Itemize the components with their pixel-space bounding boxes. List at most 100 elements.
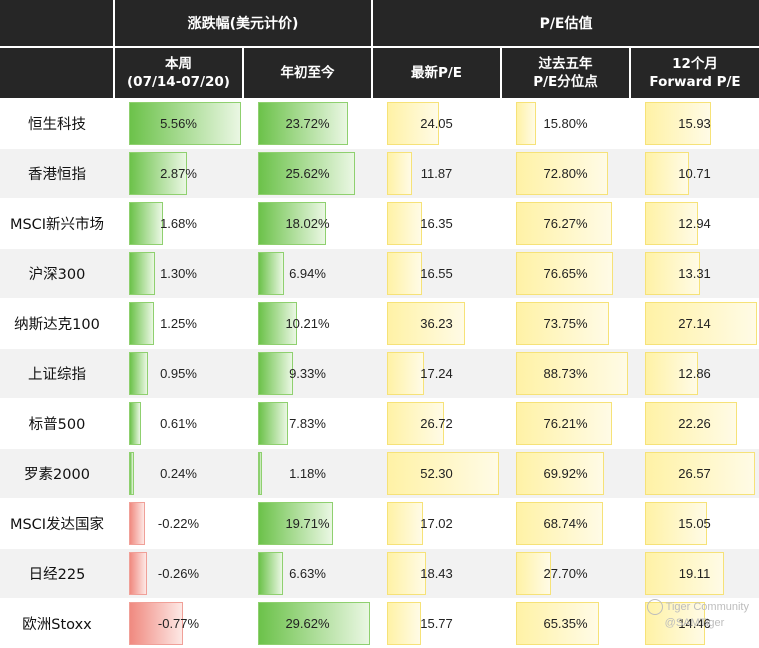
pe-bar [387,252,422,295]
week-value: -0.26% [158,566,199,581]
pe-value: 52.30 [420,466,453,481]
week-header-line1: 本周 [115,55,242,73]
week-header-line2: (07/14-07/20) [115,73,242,91]
pe-value: 17.02 [420,516,453,531]
fwd-cell: 26.57 [630,449,759,499]
fwd-cell: 15.93 [630,99,759,149]
tiger-watermark: Tiger Community @SAMTiger [647,599,749,631]
pe-value: 17.24 [420,366,453,381]
pe-cell: 16.55 [372,249,501,299]
index-name: 欧洲Stoxx [0,599,114,648]
pe-value: 11.87 [421,166,453,181]
ytd-value: 1.18% [289,466,326,481]
pe-bar [387,502,423,545]
fwd-cell: 22.26 [630,399,759,449]
ytd-cell: 9.33% [243,349,372,399]
ytd-bar [258,552,283,595]
fwd-value: 10.71 [678,166,711,181]
ytd-value: 6.63% [289,566,326,581]
ytd-change-header: 年初至今 [243,47,372,99]
pe-bar [387,202,422,245]
week-cell: 2.87% [114,149,243,199]
pe-cell: 24.05 [372,99,501,149]
week-value: 5.56% [160,116,197,131]
table-row: 纳斯达克100 1.25% 10.21% 36.23 73.75% 27.14 [0,299,759,349]
fwd-value: 12.94 [678,216,711,231]
ytd-value: 7.83% [289,416,326,431]
week-cell: -0.22% [114,499,243,549]
week-value: 1.25% [160,316,197,331]
week-change-header: 本周 (07/14-07/20) [114,47,243,99]
pct-value: 27.70% [543,566,587,581]
week-cell: 1.68% [114,199,243,249]
index-name: 上证综指 [0,349,114,399]
week-value: 1.68% [160,216,197,231]
pe-bar [387,152,412,195]
week-bar [129,302,154,345]
pe-cell: 17.24 [372,349,501,399]
pct-value: 72.80% [543,166,587,181]
ytd-bar [258,452,262,495]
pe-value: 24.05 [420,116,453,131]
week-bar [129,202,163,245]
pct-cell: 68.74% [501,499,630,549]
forward-pe-header-line1: 12个月 [631,55,759,73]
ytd-value: 9.33% [289,366,326,381]
week-bar [129,502,145,545]
pct-value: 76.65% [543,266,587,281]
ytd-value: 6.94% [289,266,326,281]
pct-cell: 65.35% [501,599,630,648]
week-bar [129,552,147,595]
pct-value: 65.35% [543,616,587,631]
week-value: -0.22% [158,516,199,531]
ytd-value: 19.71% [285,516,329,531]
ytd-value: 23.72% [285,116,329,131]
fwd-cell: 12.86 [630,349,759,399]
week-value: 0.24% [160,466,197,481]
week-cell: 1.30% [114,249,243,299]
week-bar [129,352,148,395]
week-cell: 0.24% [114,449,243,499]
pct-value: 76.27% [543,216,587,231]
index-name: MSCI新兴市场 [0,199,114,249]
ytd-value: 10.21% [285,316,329,331]
pct-value: 73.75% [543,316,587,331]
index-name: 纳斯达克100 [0,299,114,349]
pe-percentile-header: 过去五年 P/E分位点 [501,47,630,99]
week-cell: -0.26% [114,549,243,599]
pct-bar [516,102,536,145]
pe-cell: 18.43 [372,549,501,599]
ytd-value: 18.02% [285,216,329,231]
fwd-value: 15.93 [678,116,711,131]
fwd-value: 27.14 [678,316,711,331]
week-bar [129,252,155,295]
watermark-line1: Tiger Community [666,601,749,613]
pe-percentile-header-line2: P/E分位点 [502,73,629,91]
pe-cell: 52.30 [372,449,501,499]
corner-header [0,0,114,47]
ytd-bar [258,252,284,295]
pe-percentile-header-line1: 过去五年 [502,55,629,73]
week-cell: 0.95% [114,349,243,399]
fwd-cell: 27.14 [630,299,759,349]
fwd-value: 26.57 [678,466,711,481]
ytd-cell: 7.83% [243,399,372,449]
pe-cell: 36.23 [372,299,501,349]
index-name: 香港恒指 [0,149,114,199]
fwd-cell: 19.11 [630,549,759,599]
pct-cell: 69.92% [501,449,630,499]
forward-pe-header-line2: Forward P/E [631,73,759,91]
week-cell: 0.61% [114,399,243,449]
fwd-cell: 12.94 [630,199,759,249]
pct-value: 68.74% [543,516,587,531]
week-value: 2.87% [160,166,197,181]
ytd-cell: 6.63% [243,549,372,599]
